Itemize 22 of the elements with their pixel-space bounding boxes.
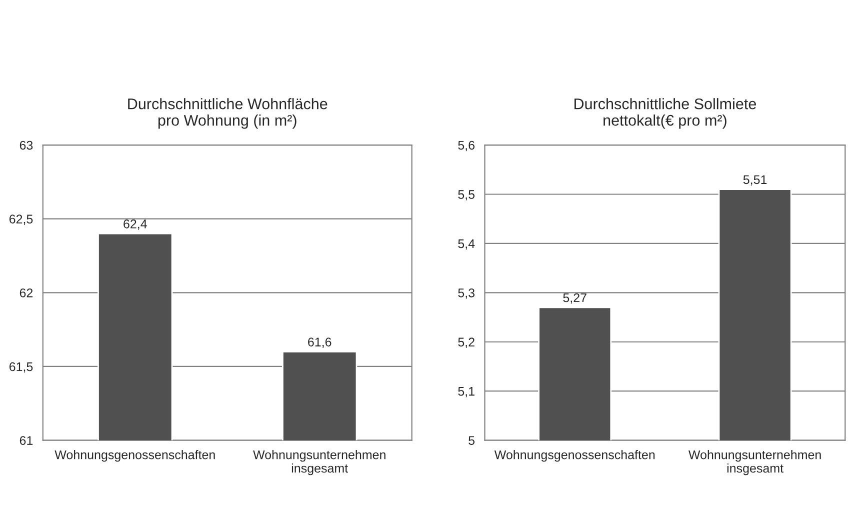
y-tick-label: 5,3: [458, 288, 474, 299]
x-tick-label: Wohnungsgenossenschaften: [494, 450, 655, 462]
x-tick-label: Wohnungsunternehmen insgesamt: [253, 450, 386, 476]
x-tick-label: Wohnungsgenossenschaften: [54, 450, 215, 462]
data-label: 5,51: [743, 175, 767, 186]
y-tick-label: 5,4: [458, 239, 475, 250]
data-label: 62,4: [124, 220, 147, 230]
chart-title: Durchschnittliche Sollmiete nettokalt(€ pro m²): [574, 98, 756, 129]
y-tick-label: 5,1: [458, 387, 474, 398]
y-tick-label: 5: [468, 436, 475, 445]
data-label: 5,27: [563, 293, 586, 304]
y-tick-label: 61,5: [9, 362, 33, 373]
y-tick-label: 62: [20, 288, 33, 298]
x-tick-label: Wohnungsunternehmen insgesamt: [688, 450, 821, 476]
y-tick-label: 5,2: [458, 338, 474, 348]
chart-title: Durchschnittliche Wohnfläche pro Wohnung (in m²): [128, 98, 328, 129]
y-tick-label: 5,5: [458, 190, 475, 200]
y-tick-label: 63: [20, 140, 33, 150]
y-tick-label: 5,6: [458, 140, 474, 152]
data-label: 61,6: [308, 338, 332, 348]
y-tick-label: 61: [20, 436, 33, 445]
y-tick-label: 62,5: [9, 214, 33, 225]
